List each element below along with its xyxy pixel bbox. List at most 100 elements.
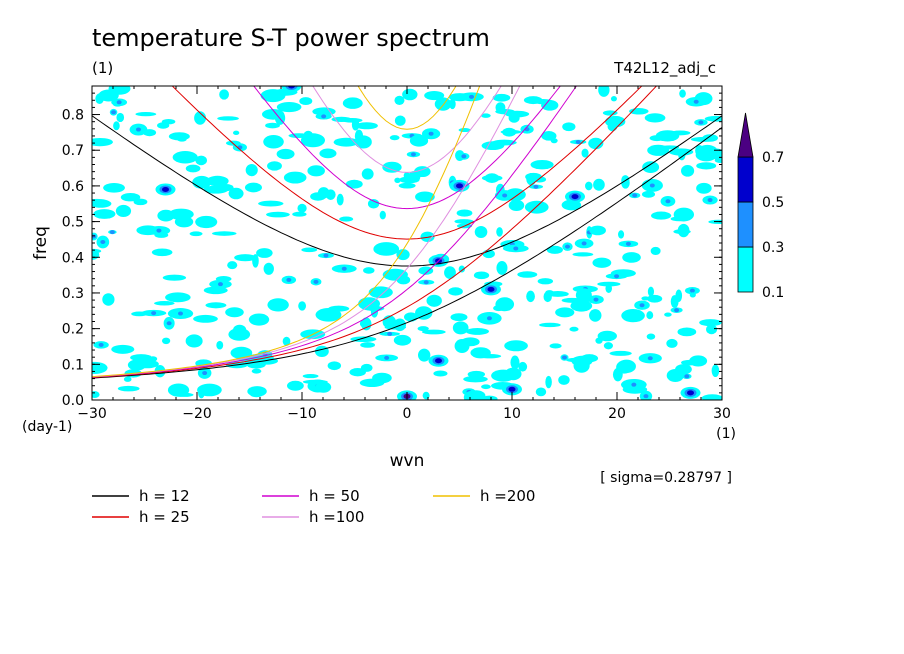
contour-patch: [495, 102, 506, 113]
contour-patch: [449, 98, 456, 110]
contour-patch: [641, 296, 650, 301]
contour-patch: [677, 327, 697, 337]
contour-patch: [562, 122, 576, 132]
contour-patch: [418, 266, 434, 275]
contour-patch-mid: [387, 331, 393, 336]
x-tick-label: −30: [77, 406, 107, 422]
contour-patch: [569, 326, 579, 332]
contour-patch: [448, 287, 463, 296]
contour-patch: [394, 115, 406, 126]
contour-patch: [361, 168, 374, 180]
contour-patch: [711, 364, 720, 378]
contour-patch: [116, 112, 125, 123]
contour-patch: [327, 361, 342, 371]
contour-patch: [518, 361, 528, 372]
x-axis-unit: (1): [716, 426, 736, 442]
contour-patch: [504, 340, 528, 352]
contour-patch-mid: [116, 100, 122, 105]
contour-patch-mid: [178, 311, 184, 316]
contour-patch-mid: [410, 152, 416, 157]
contour-patch: [581, 148, 589, 158]
contour-patch: [409, 134, 429, 147]
dispersion-curve-mrg: [92, 86, 521, 378]
contour-patch: [117, 385, 140, 392]
contour-patch-mid: [135, 127, 141, 132]
contour-patch: [415, 191, 435, 203]
contour-patch: [666, 338, 678, 348]
contour-patch: [203, 185, 229, 194]
contour-patch: [677, 223, 690, 238]
y-tick-label: 0.7: [62, 143, 84, 159]
contour-patch: [152, 251, 171, 256]
contour-patch: [408, 170, 421, 183]
contour-patch: [368, 286, 393, 299]
contour-patch: [315, 307, 342, 322]
contour-patch: [219, 89, 230, 100]
contour-patch: [481, 395, 498, 400]
contour-patch: [339, 216, 354, 222]
contour-patch: [696, 182, 712, 194]
contour-patch: [92, 361, 108, 374]
contour-patch: [496, 260, 508, 275]
contour-patch: [593, 178, 605, 191]
contour-patch-mid: [313, 279, 319, 284]
contour-patch: [573, 358, 590, 373]
contour-patch: [382, 161, 402, 173]
contour-patch: [481, 384, 491, 390]
contour-patch-mid: [486, 316, 492, 321]
contour-patch: [609, 350, 632, 356]
contour-patch: [418, 348, 431, 362]
contour-patch-mid: [513, 246, 519, 251]
contour-patch: [349, 367, 366, 377]
legend-label: h = 12: [139, 487, 190, 505]
contour-patch-mid: [647, 356, 653, 361]
contour-patch: [298, 301, 307, 311]
contour-patch-mid: [461, 154, 467, 159]
x-tick-label: 10: [503, 406, 521, 422]
contour-patch: [555, 307, 575, 318]
contour-patch: [92, 391, 100, 398]
legend-label: h =100: [309, 508, 364, 526]
contour-patch: [714, 157, 722, 164]
y-tick-label: 0.4: [62, 250, 84, 266]
contour-patch: [265, 122, 280, 129]
contour-patch: [539, 322, 561, 328]
contour-patch: [248, 313, 270, 326]
contour-patch: [193, 314, 218, 323]
contour-patch: [454, 219, 474, 224]
contour-patch: [481, 141, 505, 151]
contour-patch: [647, 294, 663, 303]
contour-patch: [123, 376, 132, 382]
contour-patch: [120, 192, 141, 202]
contour-patch: [325, 189, 336, 200]
contour-patch: [470, 347, 491, 359]
contour-patch: [396, 275, 411, 285]
contour-patch: [282, 336, 291, 346]
contour-patch: [508, 113, 520, 123]
contour-patch: [463, 375, 488, 383]
contour-patch: [216, 340, 224, 350]
contour-patch: [276, 101, 302, 113]
contour-patch: [502, 127, 517, 137]
contour-patch: [394, 95, 405, 105]
contour-patch-mid: [684, 374, 690, 379]
y-axis-label: freq: [31, 226, 51, 260]
contour-patch-mid: [502, 193, 508, 198]
contour-patch: [252, 254, 259, 268]
contour-patch: [189, 231, 203, 237]
dispersion-curve-mrg: [92, 126, 722, 379]
contour-patch: [651, 211, 672, 220]
contour-patch: [307, 165, 325, 177]
contour-patch: [666, 369, 684, 382]
contour-patch-high: [435, 358, 442, 364]
contour-patch-mid: [674, 308, 680, 313]
contour-patch: [426, 294, 442, 307]
contour-patch: [597, 330, 617, 342]
contour-patch: [288, 133, 310, 139]
contour-patch: [389, 135, 400, 141]
contour-patch: [458, 265, 466, 273]
contour-patch-mid: [643, 394, 649, 399]
contour-patch: [234, 254, 257, 262]
y-tick-label: 0.3: [62, 286, 84, 302]
contour-patch-mid: [689, 288, 695, 293]
